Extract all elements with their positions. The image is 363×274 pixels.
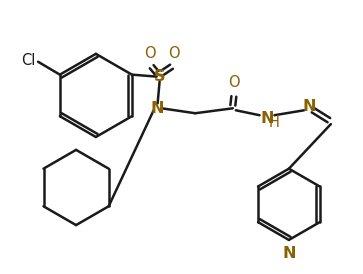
Text: O: O	[168, 46, 179, 61]
Text: N: N	[282, 246, 295, 261]
Text: O: O	[228, 75, 240, 90]
Text: Cl: Cl	[21, 53, 35, 68]
Text: N: N	[151, 101, 164, 116]
Text: N: N	[261, 111, 274, 126]
Text: S: S	[154, 69, 166, 84]
Text: O: O	[144, 46, 155, 61]
Text: N: N	[302, 99, 316, 114]
Text: H: H	[269, 115, 280, 130]
